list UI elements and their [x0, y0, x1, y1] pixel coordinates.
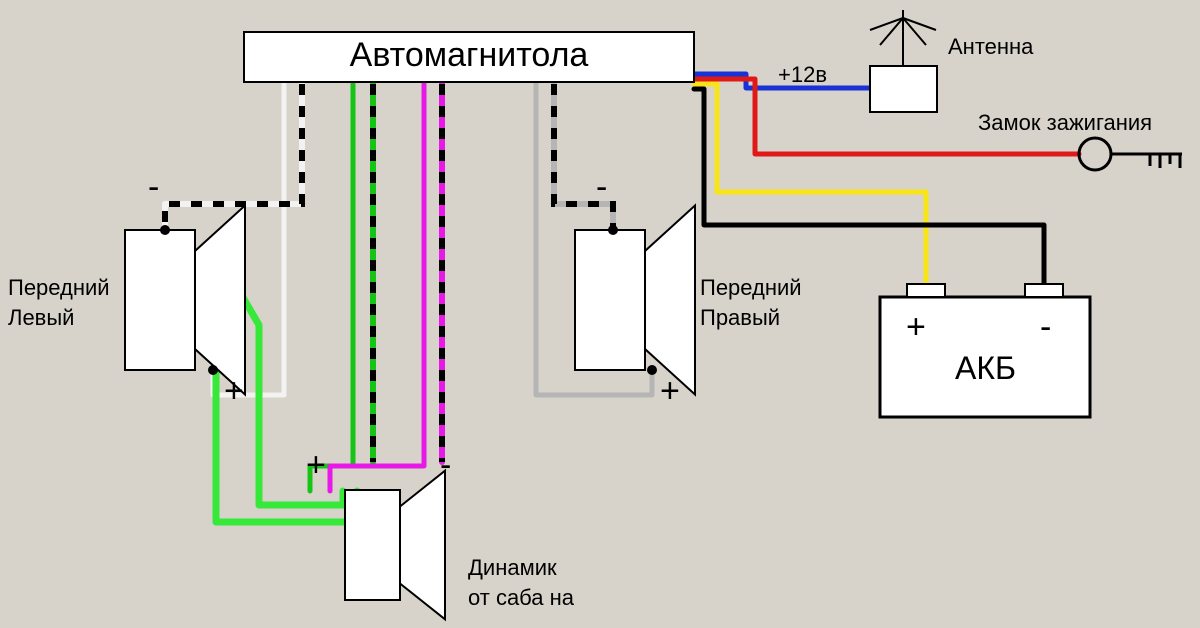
speaker-front-left-body	[125, 230, 195, 370]
polarity-5: -	[440, 446, 451, 484]
front-right-label-2: Правый	[700, 305, 780, 331]
sub-label-2: от саба на	[468, 585, 574, 611]
polarity-3: +	[660, 372, 680, 410]
polarity-4: +	[306, 446, 326, 484]
sub-label-1: Динамик	[468, 555, 557, 581]
antenna-module-box	[870, 66, 937, 112]
speaker-sub-body	[345, 490, 400, 600]
terminal-dot-3	[647, 365, 657, 375]
terminal-dot-0	[160, 225, 170, 235]
terminal-dot-2	[608, 225, 618, 235]
polarity-7: -	[1040, 308, 1051, 346]
polarity-2: -	[596, 168, 607, 206]
battery-terminal-plus	[907, 284, 945, 297]
terminal-dot-1	[208, 365, 218, 375]
polarity-0: -	[148, 168, 159, 206]
antenna-label: Антенна	[948, 34, 1033, 60]
battery-label: АКБ	[955, 350, 1016, 387]
battery-terminal-minus	[1025, 284, 1063, 297]
ignition-label: Замок зажигания	[978, 110, 1152, 136]
front-left-label-2: Левый	[8, 305, 74, 331]
v12-label: +12в	[778, 62, 827, 88]
head-unit-title: Автомагнитола	[244, 36, 694, 75]
front-left-label-1: Передний	[8, 275, 110, 301]
polarity-6: +	[906, 308, 926, 346]
speaker-front-right-body	[575, 230, 645, 370]
front-right-label-1: Передний	[700, 275, 802, 301]
polarity-1: +	[224, 372, 244, 410]
